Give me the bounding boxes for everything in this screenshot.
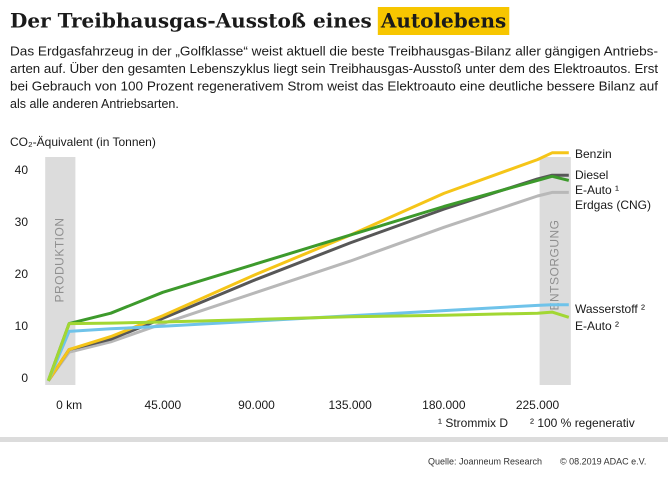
copyright: © 08.2019 ADAC e.V. [560, 456, 646, 466]
legend-label: E-Auto ² [575, 319, 619, 333]
band-label: ENTSORGUNG [547, 219, 561, 310]
chart-title: Der Treibhausgas-Ausstoß eines [10, 9, 372, 33]
series-line [47, 151, 569, 382]
paragraph-line: als alle anderen Antriebsarten. [10, 97, 179, 111]
x-tick-label: 135.000 [328, 398, 372, 412]
band-label: PRODUKTION [52, 217, 66, 302]
y-axis-label: CO₂-Äquivalent (in Tonnen) [10, 135, 156, 149]
legend-label: E-Auto ¹ [575, 183, 619, 197]
x-tick-label: 90.000 [238, 398, 275, 412]
title-highlight-bg [377, 7, 510, 35]
separator [0, 437, 668, 442]
series-line [47, 190, 569, 382]
y-tick-label: 0 [21, 371, 28, 385]
legend-label: Benzin [575, 147, 612, 161]
legend-label: Diesel [575, 168, 608, 182]
series-line [46, 303, 569, 382]
paragraph-line: bei Gebrauch von 100 Prozent regenerativ… [10, 79, 659, 93]
chart-title-highlight: Autolebens [380, 9, 506, 33]
footnote: ² 100 % regenerativ [530, 416, 635, 430]
y-tick-label: 10 [15, 319, 29, 333]
x-tick-label: 180.000 [422, 398, 466, 412]
paragraph-line: Das Erdgasfahrzeug in der „Golfklasse“ w… [10, 44, 658, 58]
legend-label: Erdgas (CNG) [575, 198, 651, 212]
y-tick-label: 30 [15, 215, 29, 229]
series-line [46, 310, 570, 382]
paragraph-line: arten auf. Über den gesamten Lebenszyklu… [10, 62, 659, 76]
legend-label: Wasserstoff ² [575, 302, 645, 316]
x-tick-label: 225.000 [516, 398, 560, 412]
source: Quelle: Joanneum Research [428, 456, 542, 466]
x-tick-label: 45.000 [144, 398, 181, 412]
series-line [46, 174, 570, 382]
footnote: ¹ Strommix D [438, 416, 508, 430]
x-tick-label: 0 km [56, 398, 82, 412]
series-line [47, 173, 569, 382]
y-tick-label: 20 [15, 267, 29, 281]
y-tick-label: 40 [15, 163, 29, 177]
